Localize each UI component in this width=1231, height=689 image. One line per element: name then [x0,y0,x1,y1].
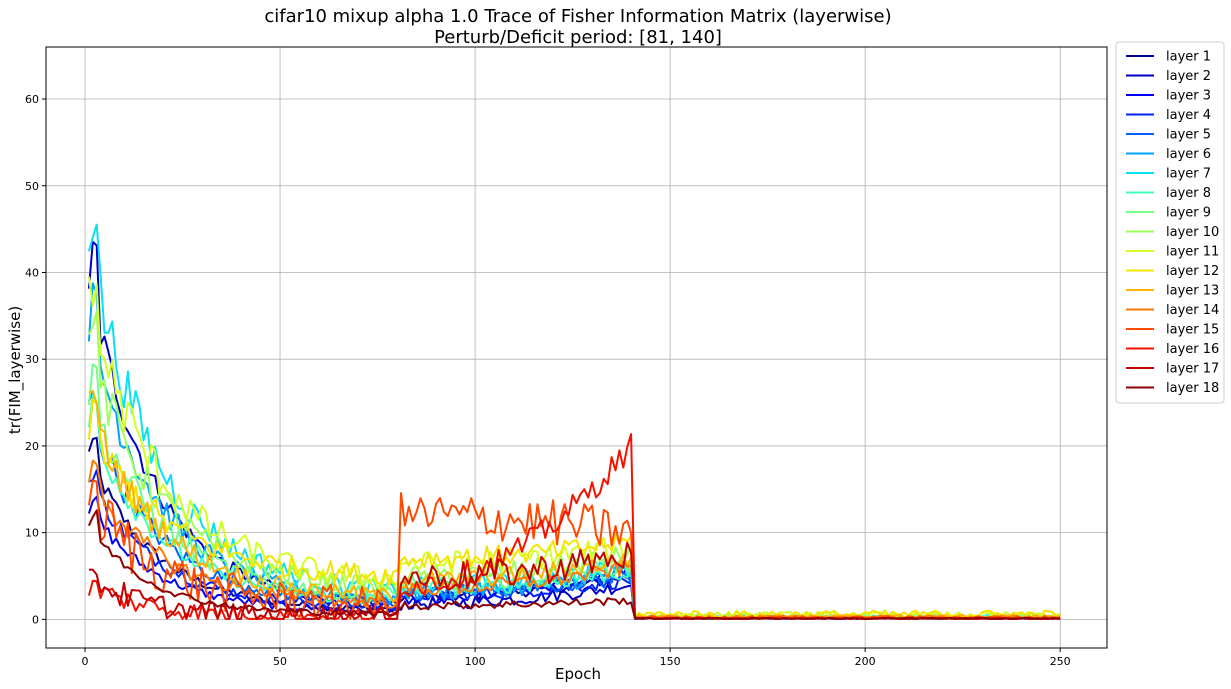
y-tick-label: 40 [25,266,39,279]
legend-label: layer 13 [1166,284,1219,299]
y-tick-label: 10 [25,527,39,540]
legend-label: layer 1 [1166,50,1211,65]
legend-label: layer 10 [1166,225,1219,240]
legend-label: layer 5 [1166,128,1211,143]
legend-box [1115,41,1225,404]
x-axis-label: Epoch [555,665,601,683]
legend-label: layer 9 [1166,206,1211,221]
legend-label: layer 18 [1166,381,1219,396]
legend-label: layer 15 [1166,323,1219,338]
series-line-layer-13 [88,390,1061,620]
legend-label: layer 11 [1166,245,1219,260]
y-tick-label: 0 [32,613,39,626]
x-tick-label: 100 [465,655,486,668]
y-tick-label: 30 [25,353,39,366]
legend-label: layer 17 [1166,362,1219,377]
legend-label: layer 8 [1166,186,1211,201]
y-tick-label: 20 [25,440,39,453]
legend: layer 1 layer 2 layer 3 layer 4 layer 5 layer… [1115,41,1225,404]
legend-label: layer 6 [1166,147,1211,162]
legend-label: layer 14 [1166,303,1219,318]
legend-label: layer 16 [1166,342,1219,357]
plot-area: 0 50 100 150 200 250 0 10 20 30 40 50 60 [25,46,1108,668]
legend-label: layer 4 [1166,108,1211,123]
x-tick-label: 200 [855,655,876,668]
series-line-layer-18 [87,509,1061,620]
x-tick-label: 50 [273,655,287,668]
legend-label: layer 3 [1166,89,1211,104]
y-tick-label: 50 [25,180,39,193]
plot-frame [45,46,1108,649]
legend-label: layer 2 [1166,69,1211,84]
legend-label: layer 7 [1166,167,1211,182]
x-tick-label: 250 [1050,655,1071,668]
y-tick-label: 60 [25,93,39,106]
x-tick-label: 0 [82,655,89,668]
plot-background [46,47,1107,648]
legend-label: layer 12 [1166,264,1219,279]
chart-title: cifar10 mixup alpha 1.0 Trace of Fisher … [264,6,891,27]
x-tick-label: 150 [660,655,681,668]
chart-subtitle: Perturb/Deficit period: [81, 140] [434,27,722,48]
y-axis-label: tr(FIM_layerwise) [6,306,25,434]
